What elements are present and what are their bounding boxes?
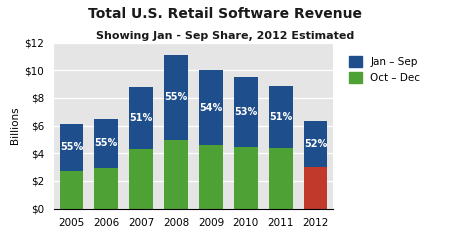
Text: 51%: 51% <box>269 112 292 122</box>
Bar <box>59 171 83 209</box>
Bar <box>304 167 328 209</box>
Bar <box>199 145 223 209</box>
Bar <box>129 149 153 209</box>
Legend: Jan – Sep, Oct – Dec: Jan – Sep, Oct – Dec <box>349 56 420 83</box>
Bar <box>164 55 188 140</box>
Bar <box>234 77 258 147</box>
Text: Total U.S. Retail Software Revenue: Total U.S. Retail Software Revenue <box>88 7 362 21</box>
Text: 55%: 55% <box>60 142 83 152</box>
Text: Showing Jan - Sep Share, 2012 Estimated: Showing Jan - Sep Share, 2012 Estimated <box>96 31 354 41</box>
Bar <box>94 119 118 168</box>
Bar <box>199 70 223 145</box>
Text: 55%: 55% <box>94 138 118 148</box>
Text: 54%: 54% <box>199 103 223 113</box>
Bar <box>304 122 328 167</box>
Text: 53%: 53% <box>234 107 257 117</box>
Bar <box>164 140 188 209</box>
Text: 52%: 52% <box>304 139 327 149</box>
Bar <box>269 86 292 148</box>
Bar <box>94 168 118 209</box>
Bar <box>129 87 153 149</box>
Bar <box>234 147 258 209</box>
Y-axis label: Billions: Billions <box>10 107 20 144</box>
Text: 51%: 51% <box>130 113 153 123</box>
Bar <box>59 124 83 171</box>
Bar <box>269 148 292 209</box>
Text: 55%: 55% <box>164 92 188 102</box>
